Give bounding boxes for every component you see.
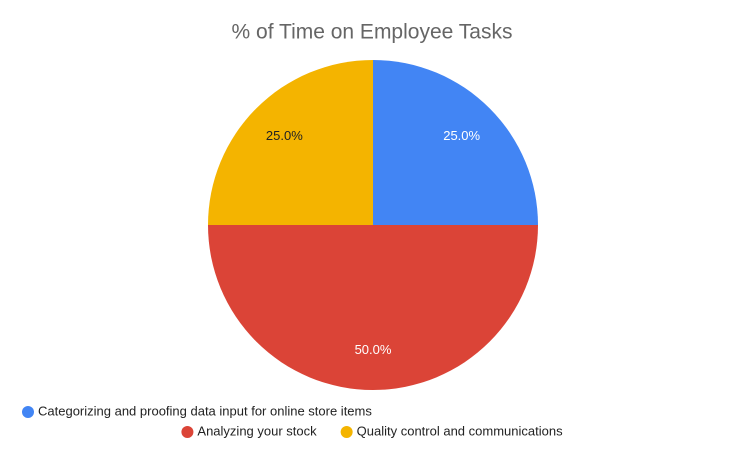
pie-slice xyxy=(208,225,538,390)
legend-marker xyxy=(22,406,34,418)
slice-label: 25.0% xyxy=(266,128,303,143)
chart-title: % of Time on Employee Tasks xyxy=(232,21,513,44)
slice-label: 50.0% xyxy=(355,342,392,357)
legend-label: Analyzing your stock xyxy=(197,423,317,438)
legend-marker xyxy=(340,426,353,438)
pie-slice xyxy=(208,60,373,225)
legend-marker xyxy=(181,426,194,438)
legend-label: Quality control and communications xyxy=(357,423,563,438)
legend-label: Categorizing and proofing data input for… xyxy=(38,403,372,418)
pie-slice xyxy=(373,60,538,225)
slice-label: 25.0% xyxy=(443,128,480,143)
